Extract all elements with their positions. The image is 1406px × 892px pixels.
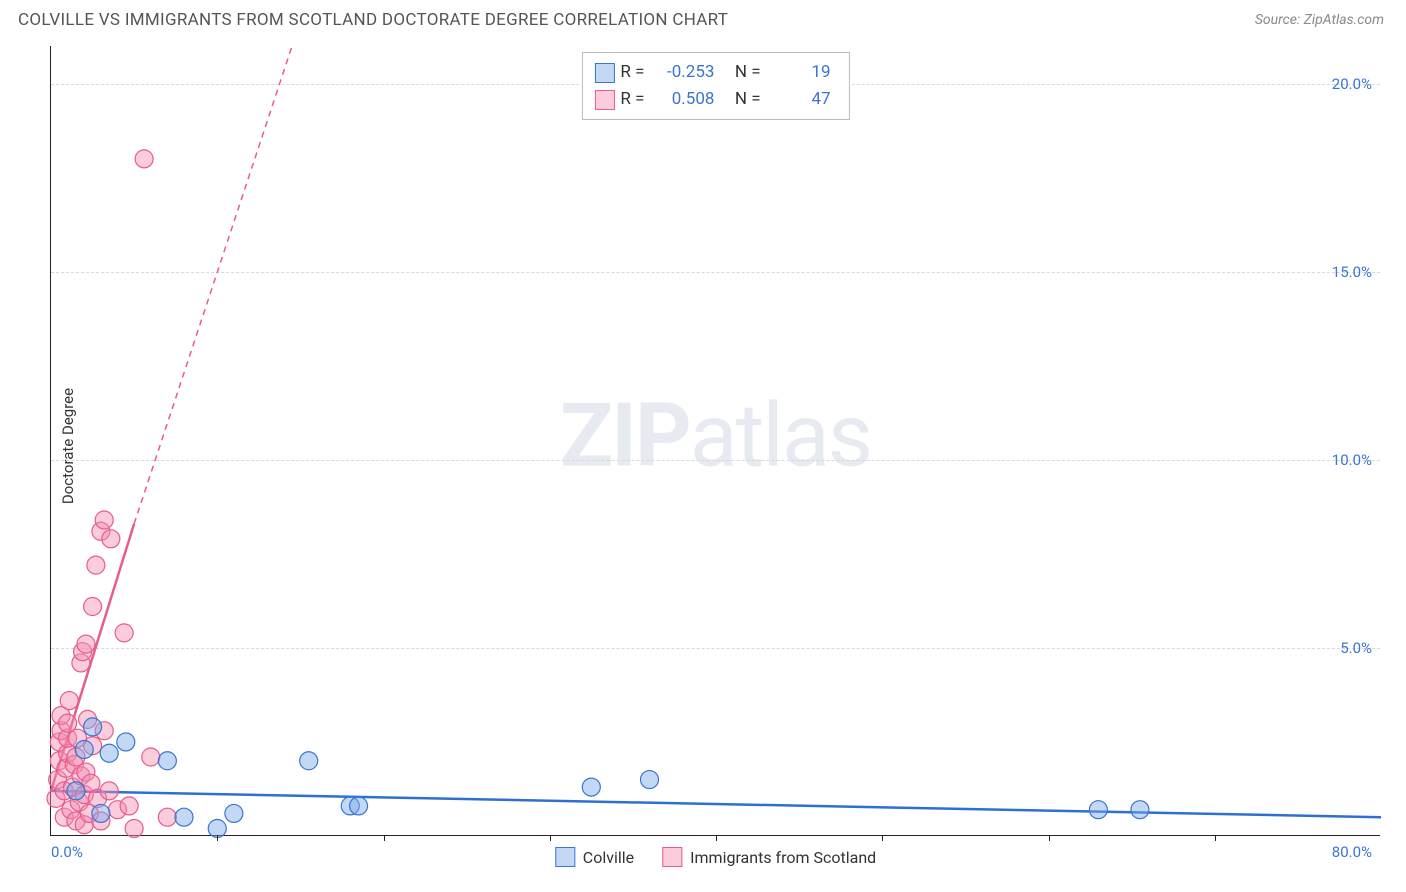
legend-stats-scotland: R = 0.508 N = 47 bbox=[594, 86, 830, 113]
x-axis-min-label: 0.0% bbox=[51, 843, 83, 861]
chart-source: Source: ZipAtlas.com bbox=[1255, 12, 1384, 28]
legend-label-scotland: Immigrants from Scotland bbox=[690, 848, 876, 867]
legend-stats-colville: R = -0.253 N = 19 bbox=[594, 59, 830, 86]
legend-item-scotland: Immigrants from Scotland bbox=[662, 847, 876, 867]
legend-stats: R = -0.253 N = 19 R = 0.508 N = 47 bbox=[581, 52, 849, 120]
legend-item-colville: Colville bbox=[555, 847, 634, 867]
legend-label-colville: Colville bbox=[583, 848, 634, 867]
scatter-plot-svg bbox=[51, 46, 1380, 835]
legend-series: Colville Immigrants from Scotland bbox=[555, 847, 876, 867]
plot-area: ZIPatlas 5.0%10.0%15.0%20.0% R = -0.253 … bbox=[50, 46, 1380, 836]
swatch-scotland bbox=[594, 90, 614, 110]
swatch-scotland-icon bbox=[662, 847, 682, 867]
chart-title: COLVILLE VS IMMIGRANTS FROM SCOTLAND DOC… bbox=[18, 10, 728, 30]
swatch-colville bbox=[594, 63, 614, 83]
x-axis-max-label: 80.0% bbox=[1332, 843, 1372, 861]
chart-header: COLVILLE VS IMMIGRANTS FROM SCOTLAND DOC… bbox=[0, 0, 1406, 36]
swatch-colville-icon bbox=[555, 847, 575, 867]
